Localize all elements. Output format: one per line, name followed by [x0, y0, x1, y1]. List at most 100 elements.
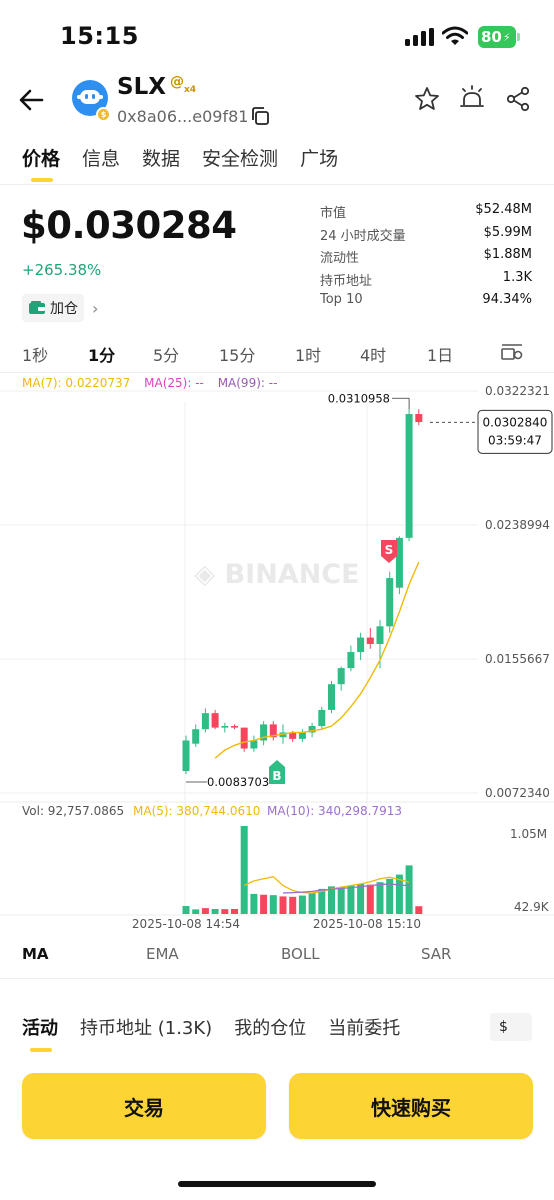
stat-label: 市值: [320, 206, 347, 221]
stat-row: 流动性 $1.88M: [320, 247, 532, 270]
high-price-label: 0.0310958: [328, 391, 390, 405]
volume-bar: [318, 888, 326, 914]
stat-label: 流动性: [320, 251, 360, 266]
mention-multiplier: x4: [184, 85, 197, 95]
volume-bar: [328, 886, 335, 914]
battery-tip: [517, 33, 520, 41]
stat-label: 24 小时成交量: [320, 228, 406, 244]
wifi-icon: [442, 26, 468, 45]
candlestick-chart[interactable]: 0.0322321 0.0238994 0.0155667 0.0072340 ◈ BI…: [0, 372, 554, 932]
battery-indicator: 80 ⚡: [478, 26, 516, 48]
trade-button[interactable]: 交易: [22, 1073, 266, 1139]
tab-my-positions[interactable]: 我的仓位: [234, 1018, 307, 1039]
interval-15m[interactable]: 15分: [219, 346, 256, 365]
ma-legend: MA(7): 0.0220737 MA(25): -- MA(99): --: [22, 376, 287, 390]
indicator-sar[interactable]: SAR: [421, 945, 452, 963]
stat-row: 24 小时成交量 $5.99M: [320, 225, 532, 248]
indicator-ema[interactable]: EMA: [146, 945, 179, 963]
time-axis-label: 2025-10-08 15:10: [313, 917, 421, 931]
tab-square[interactable]: 广场: [300, 148, 339, 170]
price-axis-label: 0.0155667: [485, 652, 550, 666]
candle-body: [328, 684, 335, 710]
volume-bar: [211, 908, 219, 914]
status-bar: 15:15 80 ⚡: [0, 0, 554, 72]
interval-5m[interactable]: 5分: [153, 346, 180, 365]
volume-bar: [231, 908, 238, 914]
price-alert-icon[interactable]: [458, 84, 486, 112]
candle-body: [211, 713, 219, 728]
indicator-ma[interactable]: MA: [22, 945, 49, 963]
volume-bar: [347, 885, 355, 914]
candle-body: [405, 414, 413, 538]
stat-label: 持币地址: [320, 273, 373, 289]
current-price-box: [477, 409, 553, 454]
add-position-button[interactable]: 加仓: [22, 294, 84, 322]
divider: [0, 184, 554, 185]
token-avatar: [72, 80, 108, 116]
candle-body: [395, 537, 403, 588]
add-position-label: 加仓: [50, 301, 78, 317]
stat-value: 94.34%: [482, 292, 532, 307]
currency-toggle[interactable]: $: [490, 1013, 532, 1041]
robot-icon: [77, 90, 103, 104]
volume-bar: [308, 893, 316, 914]
ma25-label: MA(25): --: [144, 376, 204, 390]
buy-marker-label: B: [272, 769, 281, 783]
battery-level: 80: [481, 28, 502, 46]
price-axis-label: 0.0238994: [485, 518, 550, 532]
contract-address: 0x8a06...e09f81: [117, 107, 249, 126]
tab-security[interactable]: 安全检测: [202, 148, 279, 170]
tab-data[interactable]: 数据: [142, 148, 181, 170]
price-change: +265.38%: [22, 261, 102, 279]
share-icon[interactable]: [505, 86, 531, 112]
volume-bar: [415, 906, 423, 914]
mention-at: @: [170, 74, 184, 90]
candle-body: [279, 732, 287, 738]
time-axis-label: 2025-10-08 14:54: [132, 917, 240, 931]
volume-bar: [192, 909, 200, 914]
volume-bar: [366, 884, 374, 914]
indicator-tabs: MA EMA BOLL SAR: [0, 945, 554, 969]
tab-info[interactable]: 信息: [82, 148, 121, 170]
volume-bar: [279, 896, 287, 914]
back-arrow-icon[interactable]: [16, 84, 48, 116]
tab-activity[interactable]: 活动: [22, 1018, 58, 1039]
copy-icon[interactable]: [250, 106, 270, 126]
candle-body: [298, 732, 306, 739]
quick-buy-button[interactable]: 快速购买: [289, 1073, 533, 1139]
volume-ma10-line: [282, 883, 410, 894]
candle-body: [260, 724, 268, 741]
indicator-boll[interactable]: BOLL: [281, 945, 320, 963]
interval-4h[interactable]: 4时: [360, 346, 387, 365]
candle-body: [221, 726, 229, 728]
star-icon[interactable]: [414, 86, 440, 112]
candle-body: [240, 727, 248, 749]
stat-label: Top 10: [320, 292, 363, 307]
candle-body: [182, 740, 190, 772]
chevron-right-icon[interactable]: ›: [92, 299, 99, 318]
volume-bar: [337, 887, 345, 914]
candle-body: [366, 637, 374, 644]
activity-tabs: 活动 持币地址 (1.3K) 我的仓位 当前委托: [22, 1014, 422, 1040]
tab-holders[interactable]: 持币地址 (1.3K): [80, 1018, 213, 1039]
stat-row: 市值 $52.48M: [320, 202, 532, 225]
interval-1d[interactable]: 1日: [427, 346, 454, 365]
home-indicator: [178, 1181, 376, 1187]
interval-1h[interactable]: 1时: [295, 346, 322, 365]
interval-1s[interactable]: 1秒: [22, 346, 49, 365]
volume-bar: [250, 893, 258, 914]
volume-bar: [269, 895, 277, 914]
chart-settings-icon[interactable]: [500, 340, 524, 364]
candle-body: [231, 726, 238, 728]
stat-value: 1.3K: [502, 269, 532, 285]
tab-price[interactable]: 价格: [22, 148, 61, 170]
interval-1m[interactable]: 1分: [88, 346, 116, 365]
tabs-fade: [424, 1005, 554, 1049]
candle-body: [318, 709, 326, 727]
mention-badge[interactable]: @x4: [170, 74, 196, 95]
active-tab-indicator: [30, 1048, 52, 1052]
ma7-line: [214, 561, 420, 759]
tab-open-orders[interactable]: 当前委托: [328, 1018, 401, 1039]
charging-bolt-icon: ⚡: [502, 30, 511, 44]
volume-bar: [260, 894, 268, 914]
